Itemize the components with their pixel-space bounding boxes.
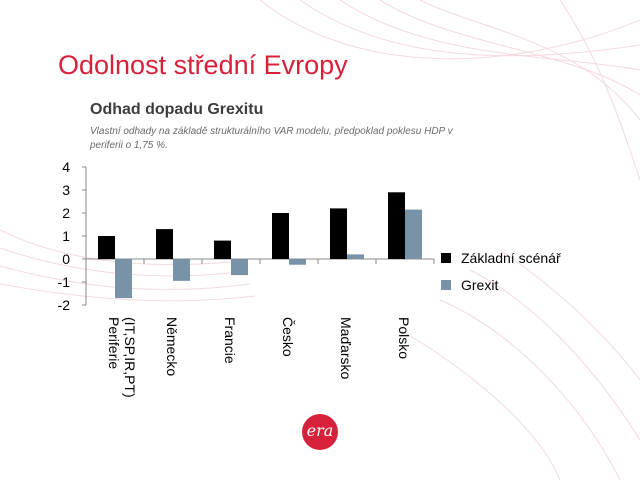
- bar-grexit: [289, 259, 306, 265]
- bar-grexit: [405, 209, 422, 259]
- slide-title: Odolnost střední Evropy: [58, 50, 348, 80]
- chart-title: Odhad dopadu Grexitu: [90, 101, 264, 118]
- y-tick-label: 4: [62, 159, 70, 175]
- bar-grexit: [231, 259, 248, 276]
- bar-grexit: [115, 259, 132, 299]
- bar-grexit: [347, 254, 364, 259]
- y-tick-label: 0: [62, 251, 70, 267]
- bar-zakladni-scenar: [98, 236, 115, 259]
- legend-label-grexit: Grexit: [461, 277, 498, 293]
- legend-swatch-grexit: [441, 280, 451, 290]
- category-label: Polsko: [396, 317, 412, 359]
- bar-grexit: [173, 259, 190, 281]
- y-tick-label: 3: [62, 182, 70, 198]
- y-tick-label: -1: [58, 274, 71, 290]
- category-label: Maďarsko: [338, 317, 354, 380]
- bar-zakladni-scenar: [330, 208, 347, 259]
- chart-subtitle: Vlastní odhady na základě strukturálního…: [90, 126, 453, 151]
- bar-zakladni-scenar: [388, 192, 405, 259]
- category-label: Francie: [222, 317, 238, 364]
- category-label: Periferie(IT,SP,IR,PT): [106, 317, 138, 398]
- bar-zakladni-scenar: [214, 240, 231, 259]
- y-tick-label: 1: [62, 228, 70, 244]
- legend-label-zakladni-scenar: Základní scénář: [461, 250, 561, 266]
- bar-zakladni-scenar: [272, 213, 289, 259]
- y-tick-label: -2: [58, 297, 71, 313]
- era-logo: era: [302, 414, 338, 450]
- y-tick-label: 2: [62, 205, 70, 221]
- legend-swatch-zakladni-scenar: [441, 253, 451, 263]
- bar-zakladni-scenar: [156, 229, 173, 259]
- category-label: Česko: [280, 317, 296, 357]
- category-label: Německo: [164, 317, 180, 376]
